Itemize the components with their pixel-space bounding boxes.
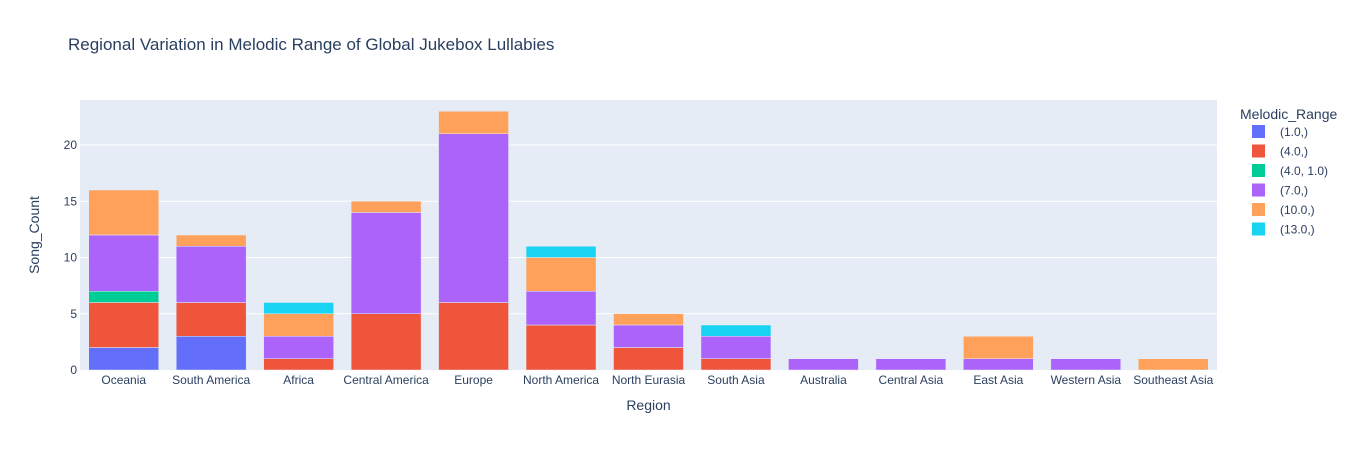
- bar-segment[interactable]: [438, 302, 509, 371]
- legend-swatch[interactable]: [1252, 125, 1265, 138]
- x-tick-label: Oceania: [101, 373, 146, 387]
- legend-label[interactable]: (10.0,): [1280, 203, 1315, 217]
- bar-segment[interactable]: [963, 358, 1034, 371]
- legend: Melodic_Range (1.0,) (4.0,) (4.0, 1.0) (7.0…: [1240, 106, 1337, 237]
- x-tick-label: East Asia: [973, 373, 1023, 387]
- bar-segment[interactable]: [263, 358, 334, 371]
- x-tick-label: Australia: [800, 373, 847, 387]
- legend-swatch[interactable]: [1252, 164, 1265, 177]
- x-axis-title: Region: [626, 397, 670, 413]
- bar-segment[interactable]: [175, 302, 247, 337]
- bar-segment[interactable]: [525, 324, 597, 371]
- bar-segment[interactable]: [613, 347, 684, 371]
- x-tick-label: North Eurasia: [612, 373, 686, 387]
- legend-label[interactable]: (4.0,): [1280, 145, 1308, 159]
- bar-segment[interactable]: [700, 358, 772, 371]
- x-tick-label: Europe: [454, 373, 493, 387]
- chart-title: Regional Variation in Melodic Range of G…: [68, 35, 554, 54]
- x-tick-labels: Oceania South America Africa Central Americ…: [101, 373, 1213, 387]
- x-tick-label: Western Asia: [1051, 373, 1122, 387]
- bar-segment[interactable]: [438, 111, 509, 134]
- y-axis-title: Song_Count: [26, 196, 42, 274]
- bar-segment[interactable]: [700, 324, 772, 337]
- bar-segment[interactable]: [88, 347, 159, 371]
- bar-segment[interactable]: [700, 336, 772, 359]
- bar-segment[interactable]: [175, 234, 247, 247]
- x-tick-label: Africa: [283, 373, 314, 387]
- x-tick-label: North America: [523, 373, 599, 387]
- bar-segment[interactable]: [613, 313, 684, 326]
- y-tick-label: 15: [64, 194, 78, 208]
- y-tick-label: 20: [64, 138, 78, 152]
- legend-label[interactable]: (1.0,): [1280, 125, 1308, 139]
- bar-segment[interactable]: [175, 246, 247, 303]
- bar-segment[interactable]: [175, 336, 247, 371]
- bar-segment[interactable]: [1050, 358, 1122, 371]
- bar-segment[interactable]: [875, 358, 947, 371]
- bar-segment[interactable]: [263, 313, 334, 337]
- bar-segment[interactable]: [613, 324, 684, 348]
- x-tick-label: Central Asia: [879, 373, 944, 387]
- bar-segment[interactable]: [263, 336, 334, 359]
- bar-segment[interactable]: [88, 234, 159, 292]
- bar-segment[interactable]: [88, 302, 159, 348]
- bar-segment[interactable]: [88, 189, 159, 236]
- bar-segment[interactable]: [788, 358, 859, 371]
- legend-label[interactable]: (13.0,): [1280, 223, 1315, 237]
- bar-segment[interactable]: [350, 313, 422, 371]
- y-tick-label: 10: [64, 251, 78, 265]
- bar-segment[interactable]: [263, 302, 334, 314]
- x-tick-label: South Asia: [707, 373, 765, 387]
- bar-segment[interactable]: [525, 257, 597, 292]
- x-tick-label: Central America: [343, 373, 429, 387]
- bar-segment[interactable]: [88, 291, 159, 303]
- y-tick-label: 5: [70, 307, 77, 321]
- bar-segment[interactable]: [350, 212, 422, 314]
- legend-label[interactable]: (7.0,): [1280, 184, 1308, 198]
- legend-title: Melodic_Range: [1240, 106, 1337, 122]
- y-tick-label: 0: [70, 363, 77, 377]
- legend-label[interactable]: (4.0, 1.0): [1280, 164, 1328, 178]
- legend-swatch[interactable]: [1252, 203, 1265, 216]
- bars: [88, 111, 1209, 371]
- x-tick-label: Southeast Asia: [1133, 373, 1213, 387]
- bar-segment[interactable]: [438, 133, 509, 303]
- legend-swatch[interactable]: [1252, 183, 1265, 197]
- x-tick-label: South America: [172, 373, 250, 387]
- bar-segment[interactable]: [525, 246, 597, 258]
- bar-segment[interactable]: [963, 336, 1034, 359]
- bar-segment[interactable]: [1138, 358, 1209, 371]
- bar-segment[interactable]: [525, 291, 597, 326]
- legend-swatch[interactable]: [1252, 222, 1265, 236]
- legend-swatch[interactable]: [1252, 144, 1265, 158]
- y-tick-labels: 0 5 10 15 20: [64, 138, 78, 377]
- bar-segment[interactable]: [350, 201, 422, 213]
